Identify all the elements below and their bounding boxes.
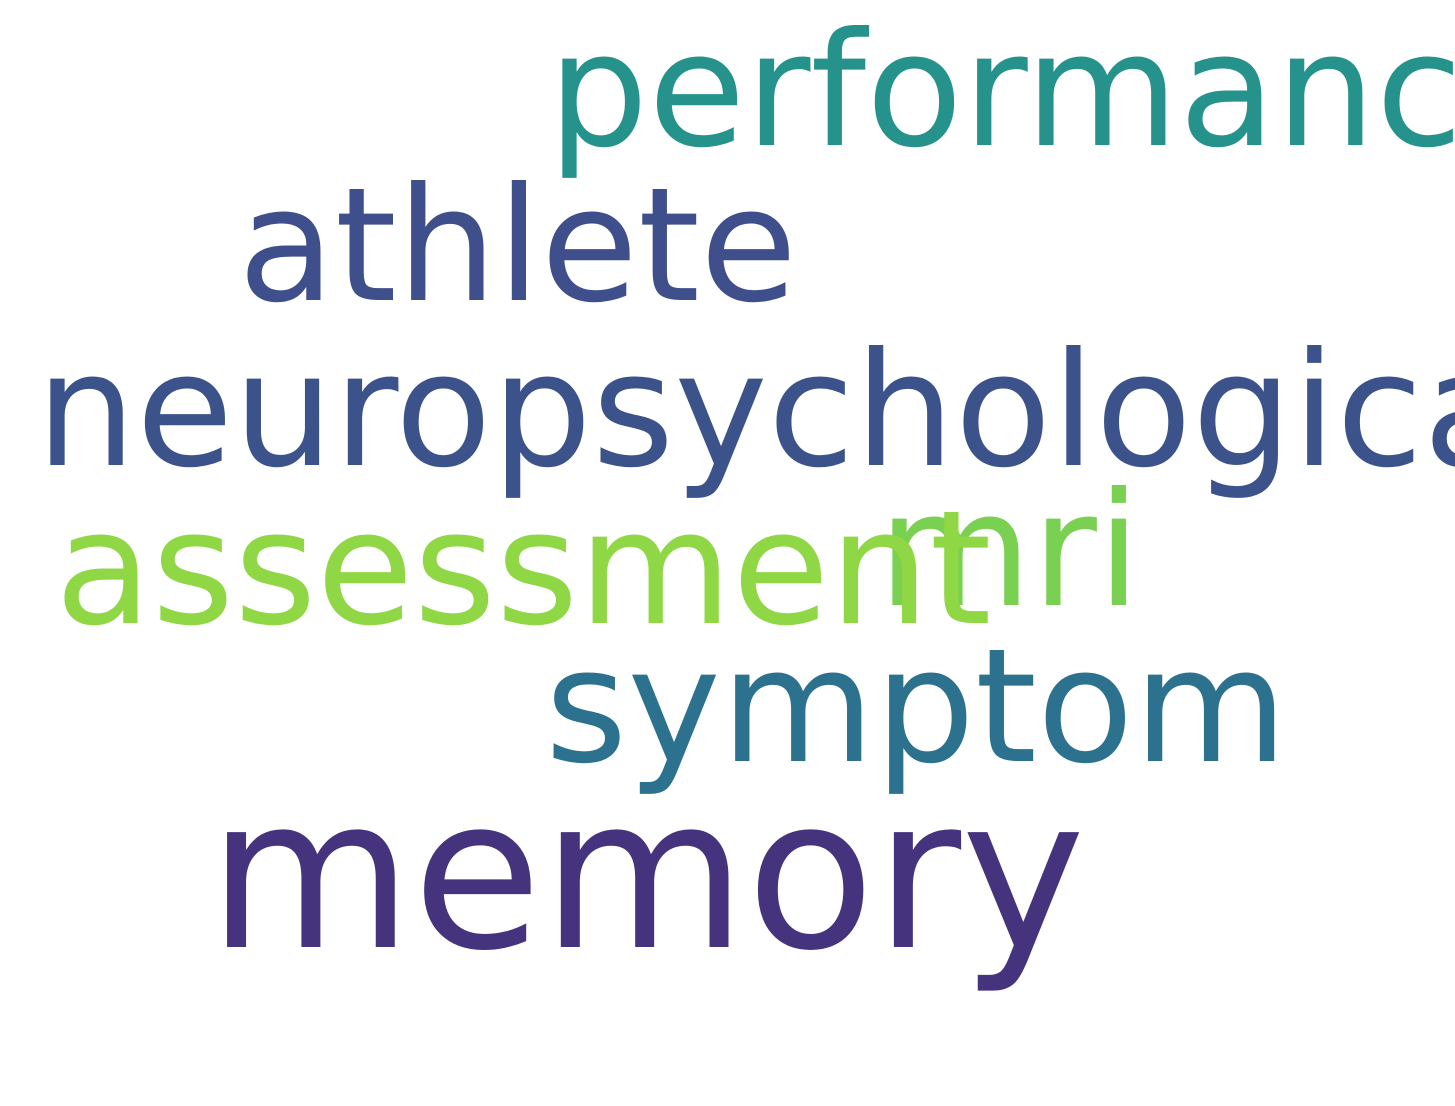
word-athlete: athlete	[238, 154, 798, 338]
word-memory: memory	[208, 752, 1086, 997]
word-neuropsychological: neuropsychological	[36, 319, 1455, 503]
word-performance: performance	[548, 0, 1455, 183]
word-assessment: assessment	[55, 477, 992, 661]
word-mri: mri	[878, 459, 1141, 643]
word-symptom: symptom	[545, 615, 1288, 799]
